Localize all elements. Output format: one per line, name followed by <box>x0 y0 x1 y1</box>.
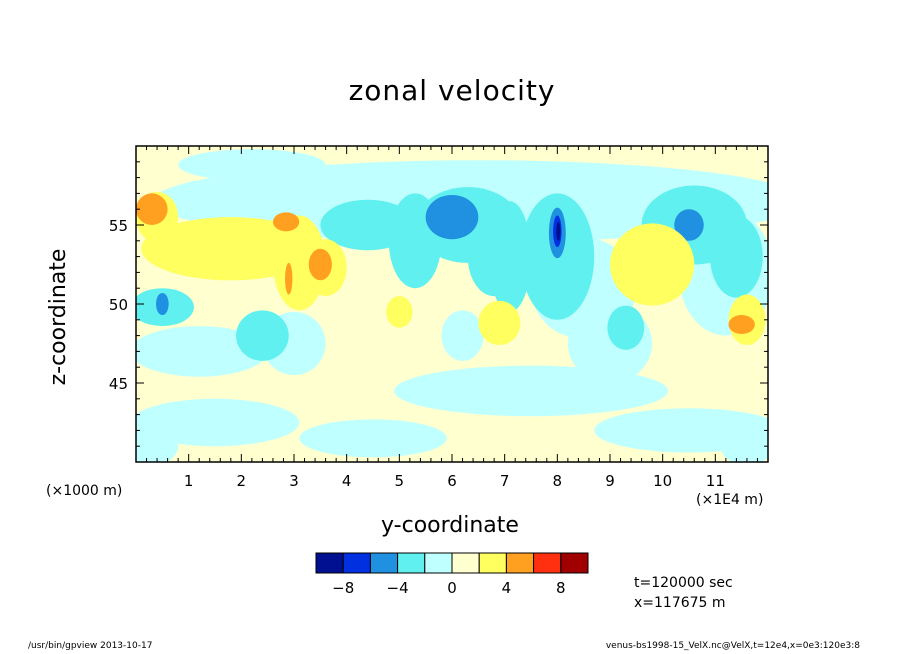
x-axis-label: y-coordinate <box>381 513 519 538</box>
y-tick-label: 45 <box>109 375 128 393</box>
contour-region-12 <box>720 427 768 462</box>
contour-region-42 <box>308 248 332 281</box>
x-tick-label: 6 <box>447 472 457 490</box>
contour-region-40 <box>136 193 168 225</box>
time-annotation: t=120000 sec <box>634 575 733 591</box>
contour-region-37 <box>478 300 521 346</box>
contour-region-31 <box>556 221 561 241</box>
x-tick-label: 3 <box>289 472 299 490</box>
position-annotation: x=117675 m <box>634 595 726 611</box>
contour-region-23 <box>236 310 289 361</box>
colorbar-swatch-0 <box>315 552 344 574</box>
colorbar-swatch-5 <box>451 552 480 574</box>
contour-region-25 <box>467 217 521 297</box>
contour-region-35 <box>610 223 695 306</box>
colorbar-label: 0 <box>447 579 457 597</box>
x-tick-label: 11 <box>706 472 725 490</box>
colorbar-swatch-4 <box>424 552 453 574</box>
colorbar-label: 8 <box>556 579 566 597</box>
colorbar-swatch-7 <box>505 552 535 574</box>
contour-field <box>136 146 768 462</box>
contour-region-14 <box>178 149 326 181</box>
y-axis-label: z-coordinate <box>46 248 71 386</box>
x-tick-label: 2 <box>237 472 247 490</box>
colorbar: −8 −4 0 4 8 <box>315 552 589 597</box>
colorbar-swatch-1 <box>342 552 371 574</box>
contour-region-11 <box>136 427 179 462</box>
contour-region-6 <box>136 326 268 377</box>
colorbar-label: −4 <box>387 579 409 597</box>
contour-region-24 <box>607 305 645 350</box>
contour-region-28 <box>156 292 169 316</box>
y-axis-multiplier: (×1000 m) <box>46 483 123 499</box>
x-tick-label: 8 <box>553 472 563 490</box>
colorbar-swatch-6 <box>478 552 507 574</box>
contour-region-41 <box>272 212 300 232</box>
colorbar-label: −8 <box>332 579 354 597</box>
footer-right: venus-bs1998-15_VelX.nc@VelX,t=12e4,x=0e… <box>605 641 860 651</box>
colorbar-swatch-2 <box>369 552 399 574</box>
contour-region-44 <box>728 315 755 335</box>
contour-region-21 <box>710 215 763 298</box>
x-tick-label: 1 <box>184 472 194 490</box>
contour-region-39 <box>386 296 413 328</box>
x-tick-label: 9 <box>605 472 615 490</box>
x-tick-label: 7 <box>500 472 510 490</box>
y-tick-label: 50 <box>109 296 128 314</box>
x-tick-label: 4 <box>342 472 352 490</box>
contour-region-2 <box>136 398 300 447</box>
contour-region-3 <box>299 419 447 458</box>
colorbar-swatch-8 <box>533 552 562 574</box>
x-tick-label: 10 <box>653 472 672 490</box>
colorbar-swatch-9 <box>560 552 589 574</box>
contour-region-26 <box>425 194 479 240</box>
y-tick-label: 55 <box>109 217 128 235</box>
x-tick-label: 5 <box>395 472 405 490</box>
x-axis-multiplier: (×1E4 m) <box>696 492 764 508</box>
contour-region-43 <box>285 262 293 295</box>
colorbar-swatch-3 <box>397 552 426 574</box>
chart-title: zonal velocity <box>348 74 556 107</box>
contour-region-27 <box>674 209 704 241</box>
colorbar-label: 4 <box>502 579 512 597</box>
contour-region-13 <box>441 310 484 361</box>
footer-left: /usr/bin/gpview 2013-10-17 <box>28 641 153 651</box>
